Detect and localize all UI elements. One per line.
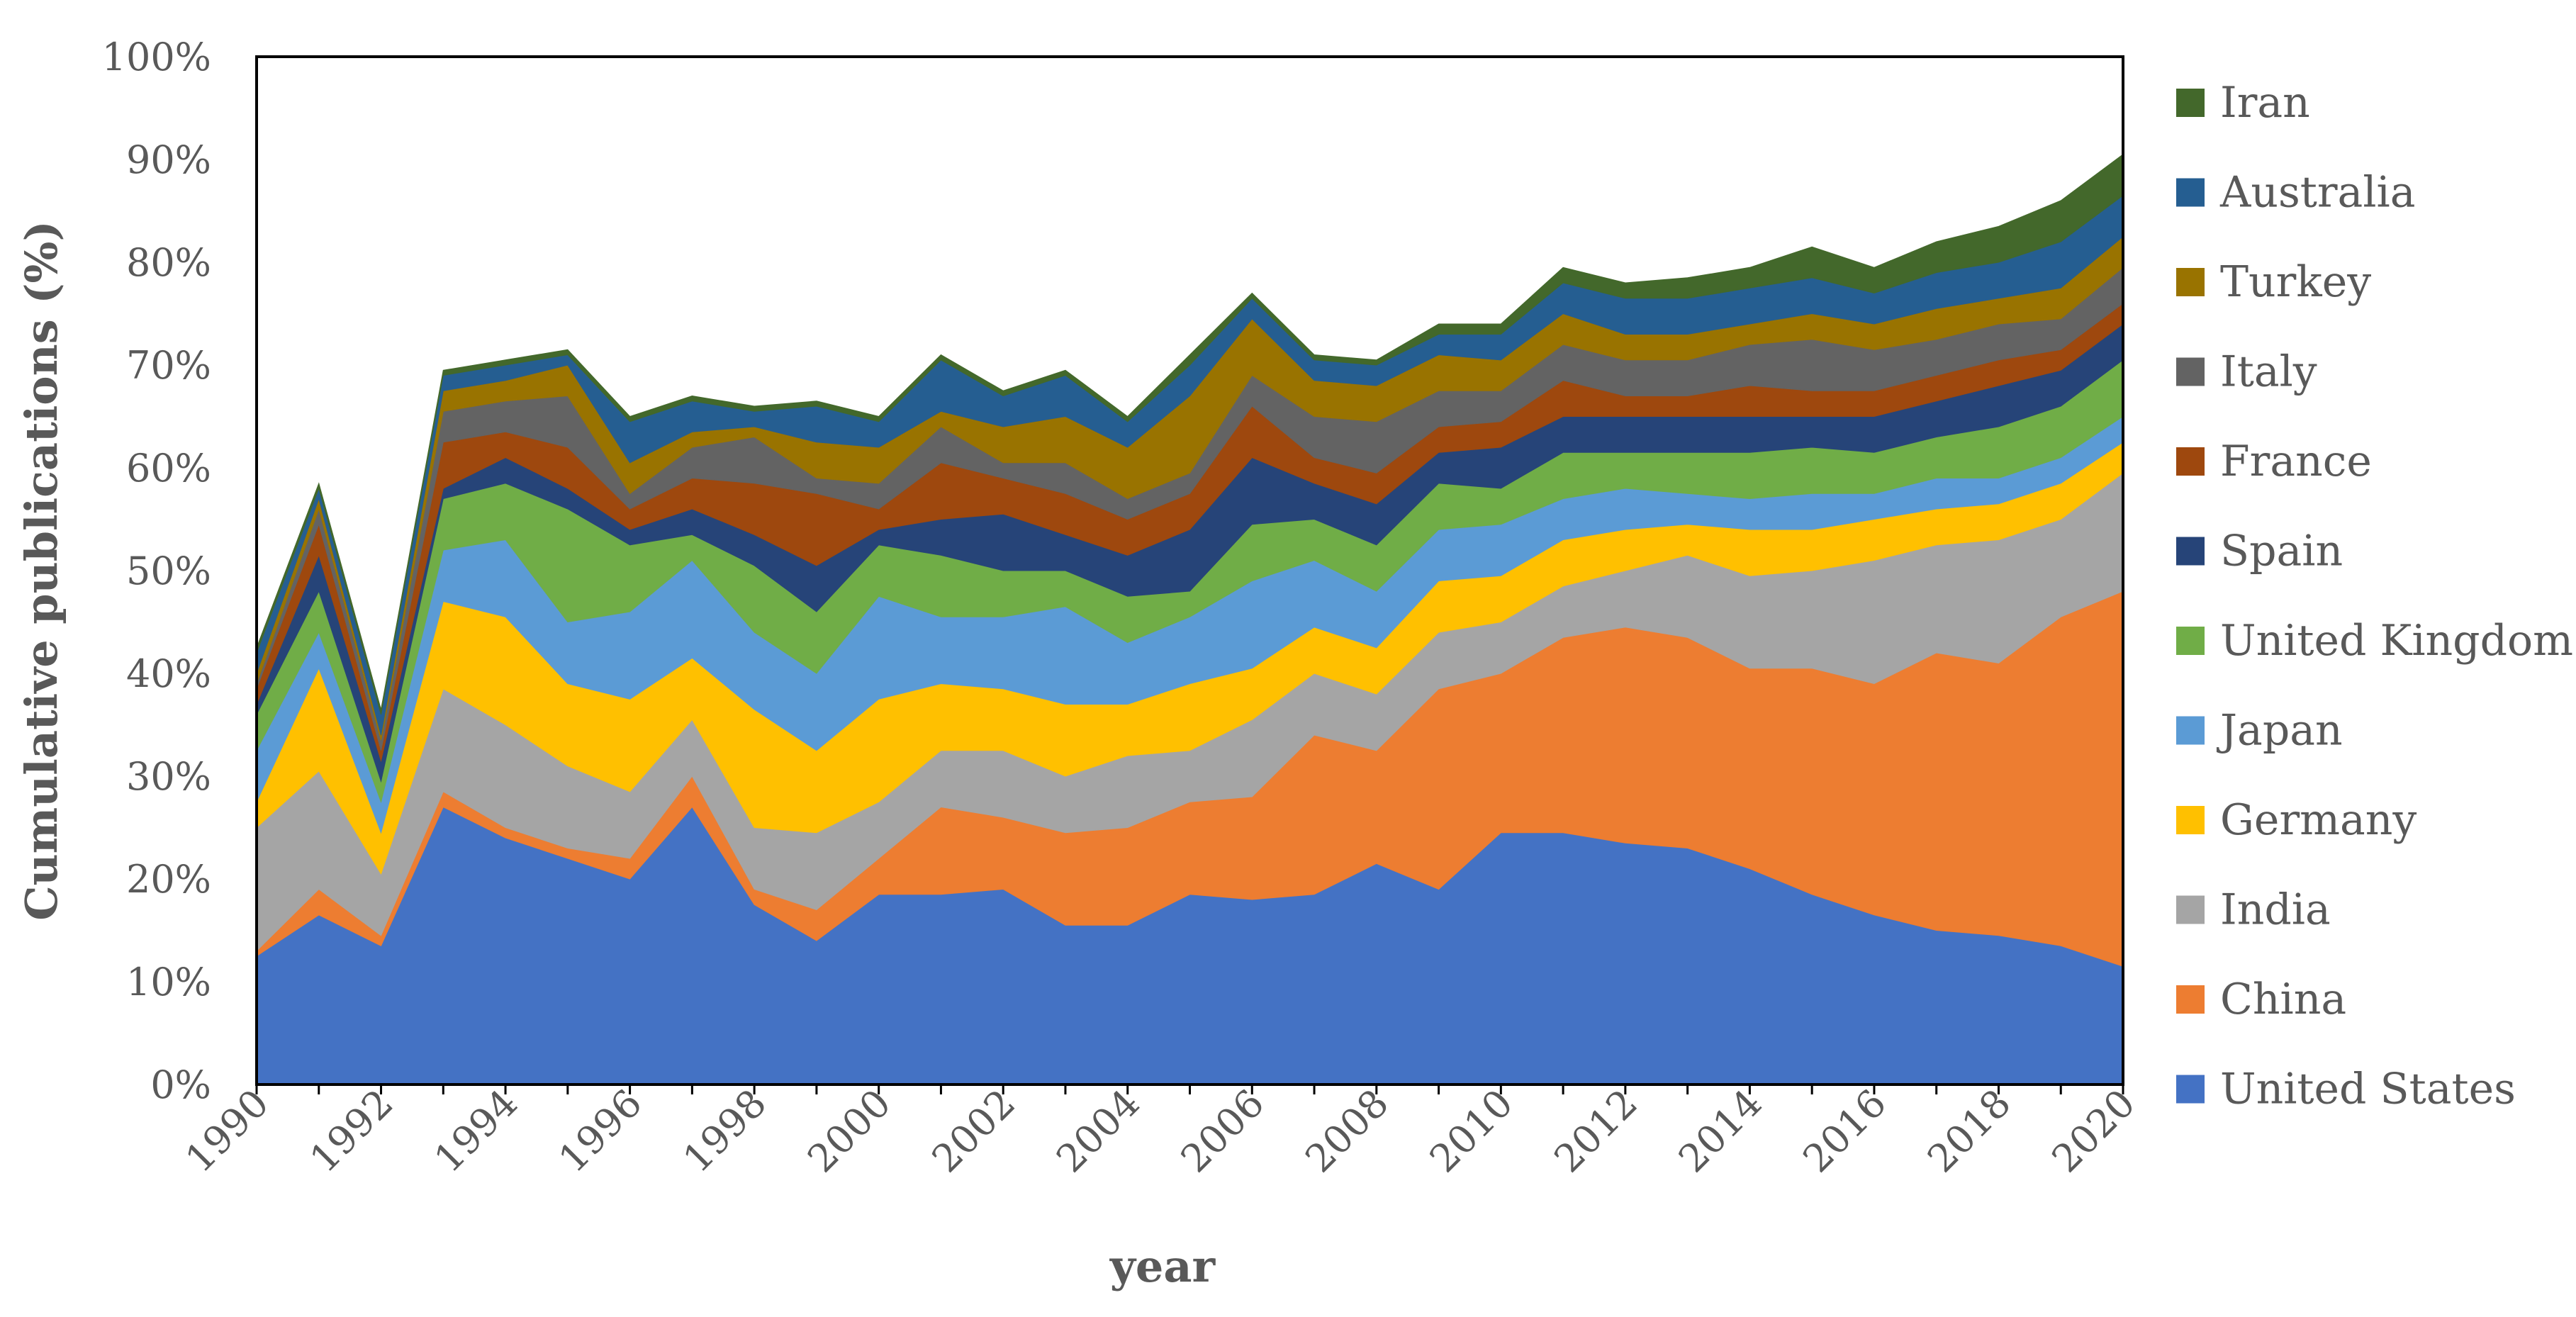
x-tick-label: 2000 bbox=[799, 1081, 900, 1182]
y-axis: 0% 10% 20% 30% 40% 50% 60% 70% 80% 90% 100% bbox=[102, 35, 211, 1107]
legend-label: Spain bbox=[2220, 527, 2343, 576]
legend-swatch bbox=[2176, 268, 2205, 296]
legend-swatch bbox=[2176, 627, 2205, 655]
legend-item-iran: Iran bbox=[2176, 78, 2310, 128]
x-tick-label: 2012 bbox=[1545, 1081, 1646, 1182]
x-tick-label: 2006 bbox=[1172, 1081, 1273, 1182]
legend-item-united-states: United States bbox=[2176, 1065, 2516, 1114]
legend-item-united-kingdom: United Kingdom bbox=[2176, 616, 2573, 666]
legend-swatch bbox=[2176, 357, 2205, 386]
y-tick-label: 20% bbox=[126, 857, 211, 902]
legend-label: Turkey bbox=[2220, 257, 2371, 307]
legend-item-france: France bbox=[2176, 437, 2372, 486]
legend-label: India bbox=[2220, 885, 2331, 935]
legend-swatch bbox=[2176, 1075, 2205, 1104]
legend-swatch bbox=[2176, 178, 2205, 207]
x-tick-label: 1994 bbox=[426, 1081, 527, 1182]
legend-swatch bbox=[2176, 806, 2205, 834]
legend-label: Australia bbox=[2219, 168, 2415, 218]
y-tick-label: 50% bbox=[126, 549, 211, 593]
legend-swatch bbox=[2176, 895, 2205, 924]
x-tick-label: 2020 bbox=[2043, 1081, 2144, 1182]
y-tick-label: 90% bbox=[126, 138, 211, 182]
y-tick-label: 60% bbox=[126, 446, 211, 491]
legend-item-italy: Italy bbox=[2176, 347, 2317, 397]
x-axis: 1990 1992 1994 1996 1998 2000 2002 2004 2006 2008… bbox=[177, 1081, 2144, 1182]
x-tick-label: 2010 bbox=[1421, 1081, 1522, 1182]
x-tick-label: 1992 bbox=[301, 1081, 402, 1182]
x-tick-label: 1996 bbox=[550, 1081, 651, 1182]
legend-label: Iran bbox=[2220, 78, 2310, 128]
legend-swatch bbox=[2176, 716, 2205, 745]
x-tick-label: 2014 bbox=[1670, 1081, 1771, 1182]
x-tick-label: 2002 bbox=[924, 1081, 1024, 1182]
y-tick-label: 100% bbox=[102, 35, 211, 79]
x-tick-label: 2016 bbox=[1794, 1081, 1895, 1182]
y-tick-label: 30% bbox=[126, 754, 211, 799]
x-tick-label: 1998 bbox=[675, 1081, 775, 1182]
legend-swatch bbox=[2176, 985, 2205, 1014]
legend-label: Italy bbox=[2220, 347, 2317, 397]
y-tick-label: 80% bbox=[126, 240, 211, 285]
legend-swatch bbox=[2176, 447, 2205, 476]
legend-item-china: China bbox=[2176, 975, 2346, 1024]
legend-label: United States bbox=[2220, 1065, 2516, 1114]
legend-label: France bbox=[2220, 437, 2372, 486]
legend: Iran Australia Turkey Italy France Spain Unite… bbox=[2176, 78, 2573, 1114]
legend-item-australia: Australia bbox=[2176, 168, 2415, 218]
legend-item-turkey: Turkey bbox=[2176, 257, 2371, 307]
legend-swatch bbox=[2176, 89, 2205, 117]
x-axis-title: year bbox=[1109, 1240, 1216, 1292]
x-tick-label: 2008 bbox=[1297, 1081, 1397, 1182]
y-tick-label: 10% bbox=[126, 960, 211, 1004]
x-tick-label: 2004 bbox=[1048, 1081, 1148, 1182]
x-tick-label: 2018 bbox=[1919, 1081, 2020, 1182]
y-tick-label: 0% bbox=[150, 1063, 211, 1107]
legend-item-germany: Germany bbox=[2176, 795, 2417, 845]
legend-label: Germany bbox=[2220, 795, 2417, 845]
legend-label: Japan bbox=[2216, 706, 2343, 756]
legend-swatch bbox=[2176, 537, 2205, 566]
legend-item-japan: Japan bbox=[2176, 706, 2343, 756]
area-series-group bbox=[256, 153, 2124, 1085]
y-axis-title: Cumulative publications (%) bbox=[16, 220, 67, 921]
legend-item-india: India bbox=[2176, 885, 2331, 935]
legend-label: United Kingdom bbox=[2220, 616, 2573, 666]
legend-label: China bbox=[2220, 975, 2346, 1024]
legend-item-spain: Spain bbox=[2176, 527, 2343, 576]
y-tick-label: 70% bbox=[126, 343, 211, 388]
y-tick-label: 40% bbox=[126, 651, 211, 696]
